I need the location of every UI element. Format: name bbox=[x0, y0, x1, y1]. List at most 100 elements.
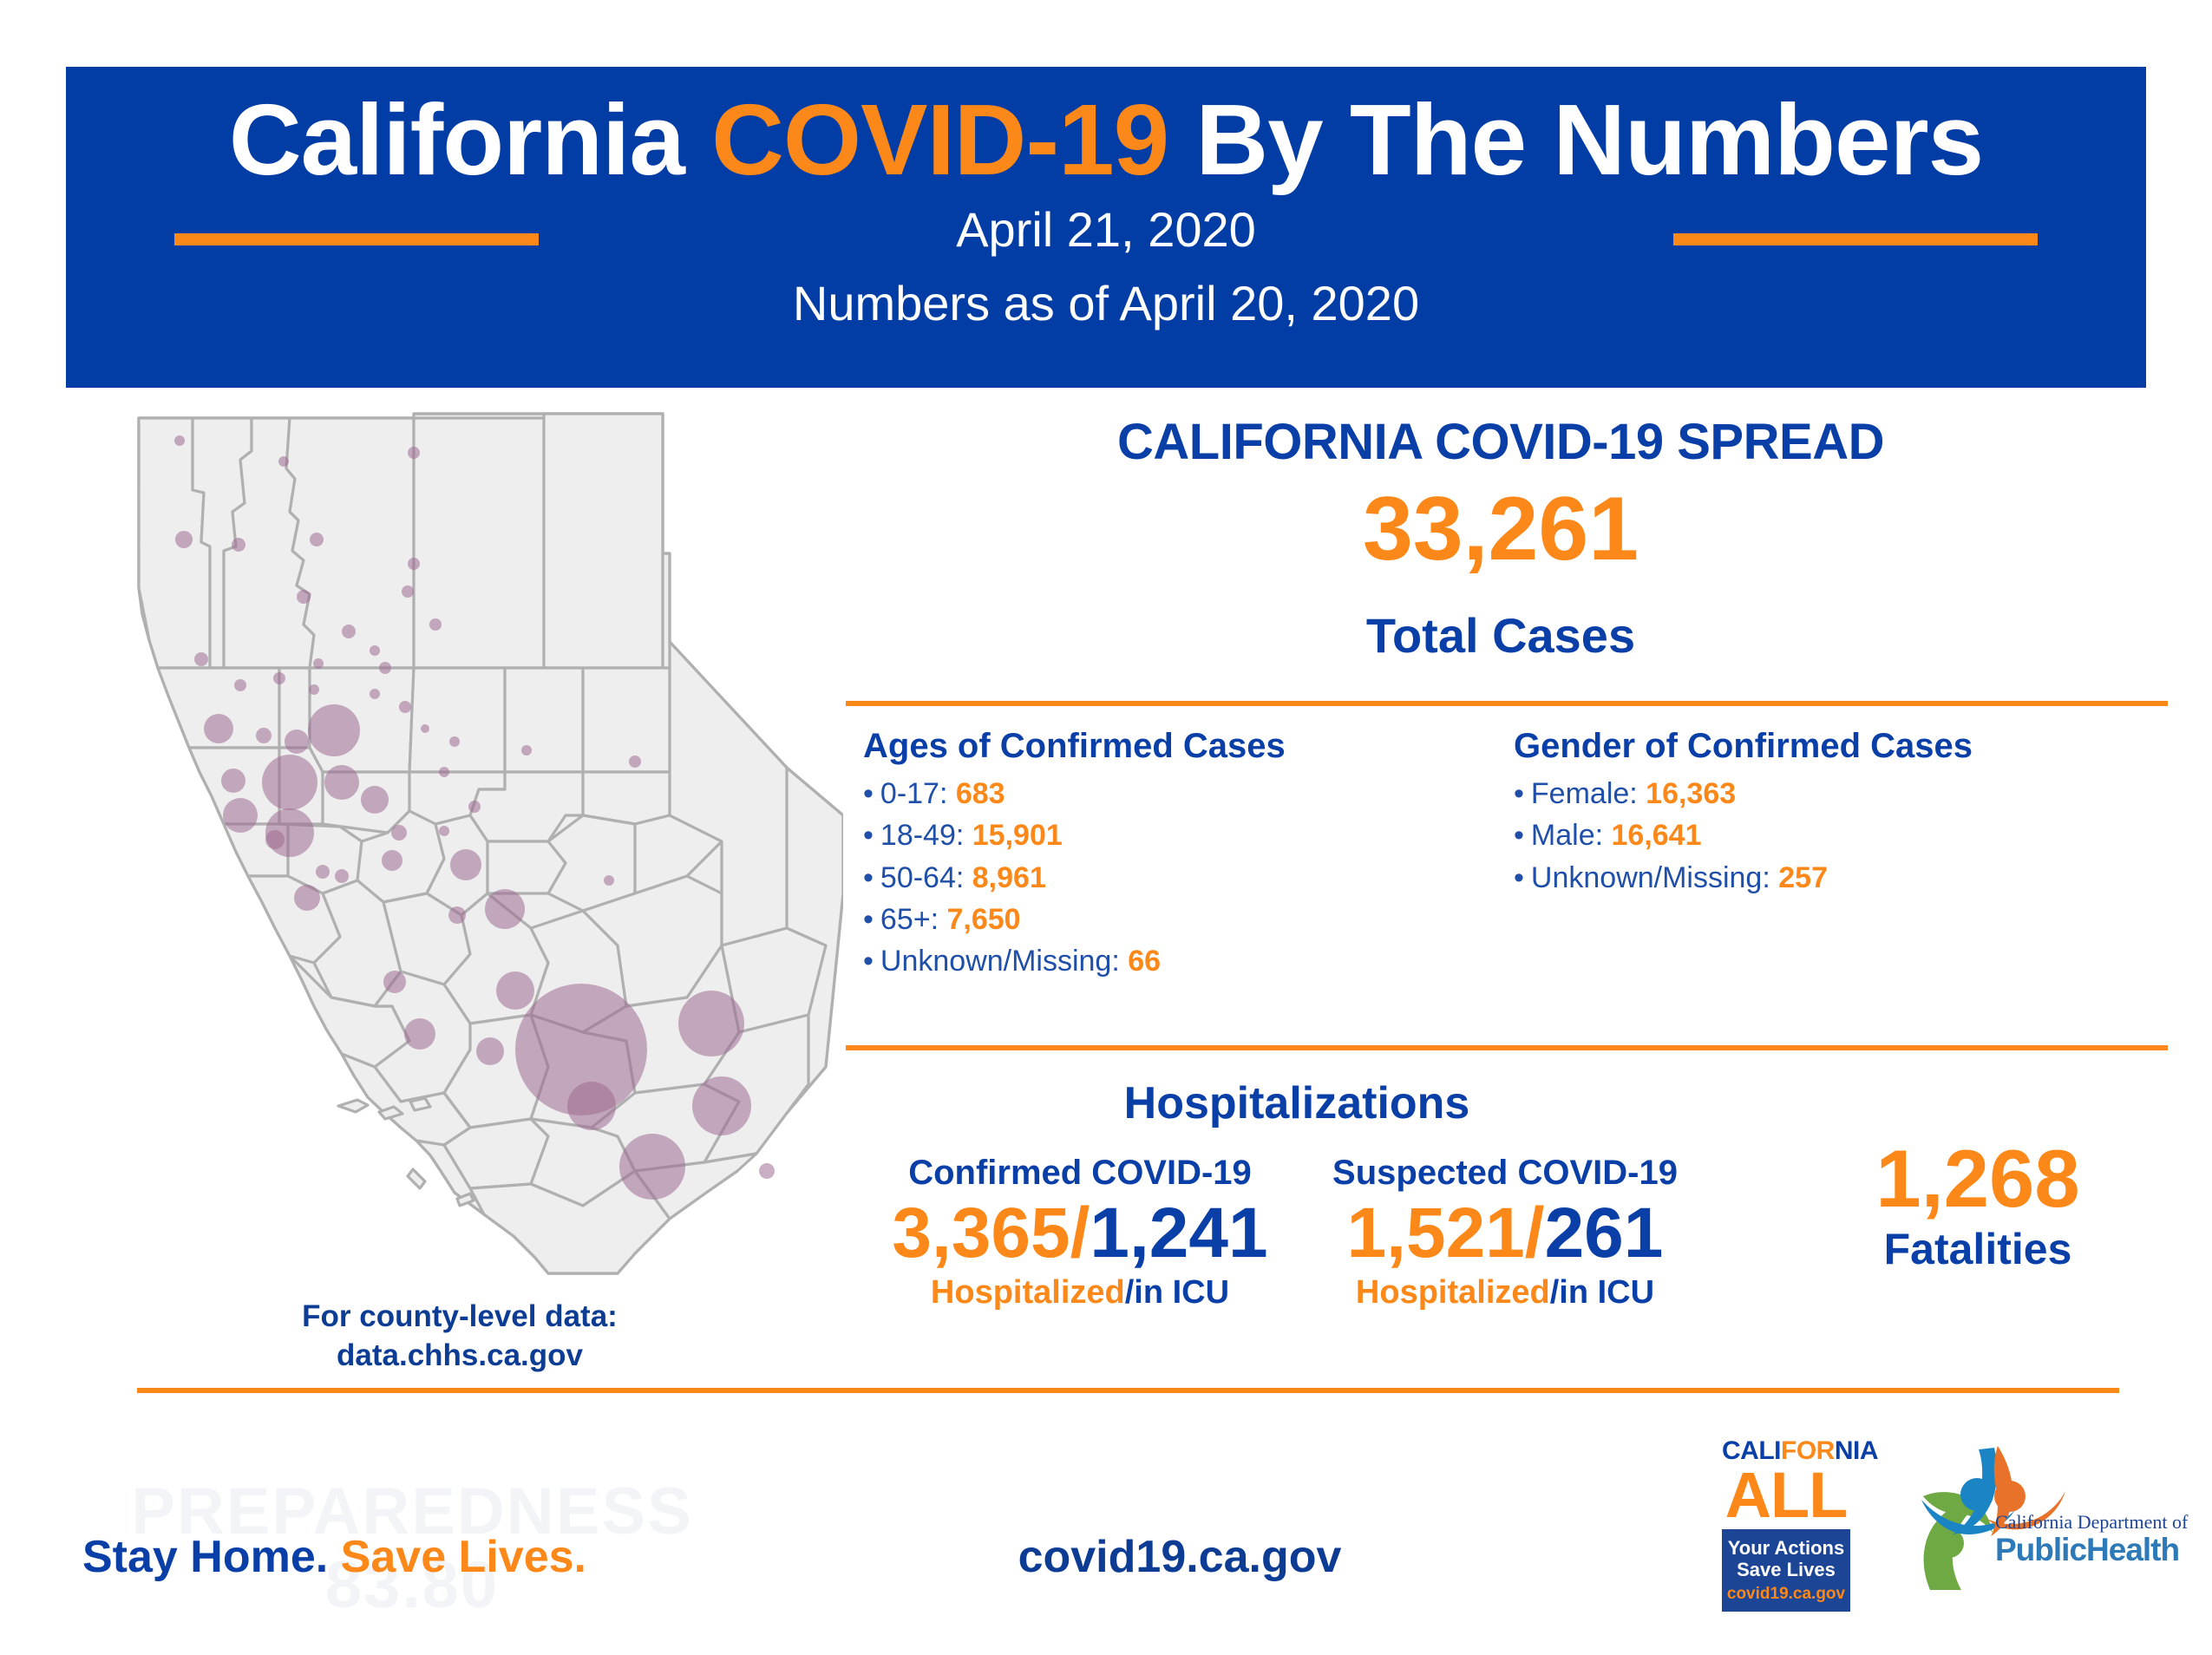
footer-url[interactable]: covid19.ca.gov bbox=[1018, 1532, 1342, 1582]
title-part-2: By The Numbers bbox=[1168, 83, 1984, 196]
county-case-bubble bbox=[223, 798, 258, 833]
hosp-suspected-hospitalized: 1,521 bbox=[1346, 1194, 1525, 1272]
hosp-suspected-sub-hospitalized: Hospitalized bbox=[1355, 1274, 1550, 1312]
list-item-value: 16,641 bbox=[1611, 819, 1702, 853]
list-item-label: 50-64: bbox=[880, 860, 972, 894]
list-item-value: 15,901 bbox=[972, 819, 1063, 853]
county-case-bubble bbox=[448, 906, 466, 924]
divider-rule-bottom bbox=[137, 1388, 2119, 1393]
hosp-confirmed-numbers: 3,365/1,241 bbox=[876, 1194, 1284, 1272]
gender-breakdown: Gender of Confirmed Cases • Female: 16,36… bbox=[1514, 727, 2173, 899]
county-case-bubble bbox=[309, 684, 319, 695]
hospitalizations-title: Hospitalizations bbox=[1123, 1078, 1470, 1128]
county-case-bubble bbox=[439, 826, 449, 836]
county-case-bubble bbox=[429, 618, 442, 631]
hosp-confirmed-sub-separator: / bbox=[1124, 1274, 1135, 1312]
hosp-suspected-separator: / bbox=[1524, 1194, 1545, 1272]
cdph-logo-mark bbox=[1921, 1446, 2065, 1590]
california-case-map bbox=[62, 408, 843, 1284]
county-case-bubble bbox=[278, 456, 289, 467]
list-item-label: Unknown/Missing: bbox=[880, 945, 1129, 978]
ca-all-tagline-url: covid19.ca.gov bbox=[1726, 1584, 1846, 1603]
fatalities-block: 1,268 Fatalities bbox=[1787, 1135, 2169, 1274]
county-case-bubble bbox=[324, 765, 359, 800]
divider-rule-middle bbox=[846, 1045, 2168, 1050]
title-part-1: California bbox=[228, 83, 712, 196]
ages-breakdown: Ages of Confirmed Cases • 0-17: 683 • 18-49… bbox=[863, 727, 1470, 982]
county-case-bubble bbox=[399, 701, 411, 713]
total-cases-value: 33,261 bbox=[1362, 479, 1639, 579]
hosp-suspected-sublabel: Hospitalized/in ICU bbox=[1301, 1274, 1709, 1312]
title-highlight: COVID-19 bbox=[711, 83, 1169, 196]
list-item: • Male: 16,641 bbox=[1514, 814, 2173, 856]
list-item: • Unknown/Missing: 257 bbox=[1514, 857, 2173, 899]
gender-list: • Female: 16,363 • Male: 16,641 • Unknown/Mis… bbox=[1514, 773, 2173, 899]
hosp-confirmed-sublabel: Hospitalized/in ICU bbox=[876, 1274, 1284, 1312]
slogan-stay-home: Stay Home. bbox=[82, 1532, 329, 1582]
county-case-bubble bbox=[379, 662, 391, 674]
county-case-bubble bbox=[468, 801, 481, 813]
county-case-bubble bbox=[759, 1163, 775, 1179]
list-item-value: 7,650 bbox=[946, 902, 1021, 936]
list-item-label: 0-17: bbox=[880, 777, 956, 810]
county-case-bubble bbox=[294, 885, 320, 911]
list-item: • 18-49: 15,901 bbox=[863, 814, 1470, 856]
county-case-bubble bbox=[234, 679, 246, 691]
county-case-bubble bbox=[308, 704, 360, 756]
cdph-line1: California Department of bbox=[1995, 1511, 2189, 1533]
ca-all-tagline-line1: Your Actions bbox=[1727, 1537, 1845, 1560]
county-case-bubble bbox=[370, 645, 380, 656]
county-case-bubble bbox=[204, 714, 233, 743]
cdph-orange-head bbox=[1994, 1481, 2025, 1512]
header-date: April 21, 2020 bbox=[956, 202, 1256, 257]
county-case-bubble bbox=[285, 729, 309, 754]
hosp-suspected-sub-separator: / bbox=[1549, 1274, 1560, 1312]
county-data-note: For county-level data: data.chhs.ca.gov bbox=[156, 1298, 763, 1376]
county-case-bubble bbox=[476, 1037, 504, 1065]
county-data-note-line1: For county-level data: bbox=[302, 1299, 618, 1333]
county-case-bubble bbox=[262, 755, 317, 810]
hosp-confirmed-icu: 1,241 bbox=[1090, 1194, 1268, 1272]
california-all-logo: CALIFORNIA ALL Your Actions Save Lives c… bbox=[1722, 1436, 1879, 1612]
header-subdate: Numbers as of April 20, 2020 bbox=[792, 276, 1420, 330]
county-case-bubble bbox=[174, 435, 185, 446]
hosp-confirmed-sub-icu: in ICU bbox=[1134, 1274, 1230, 1312]
ca-all-tagline-line2: Save Lives bbox=[1737, 1559, 1836, 1581]
ca-all-for: FOR bbox=[1781, 1436, 1835, 1465]
cdph-blue-arm bbox=[1921, 1500, 2015, 1534]
county-outlines bbox=[137, 412, 843, 1275]
cdph-line2: PublicHealth bbox=[1995, 1532, 2180, 1567]
ages-list: • 0-17: 683 • 18-49: 15,901 • 50-64: 8,961 • 65… bbox=[863, 773, 1470, 982]
bullet-icon: • bbox=[1514, 777, 1524, 810]
list-item: • Female: 16,363 bbox=[1514, 773, 2173, 814]
county-case-bubble bbox=[335, 869, 349, 883]
county-case-bubble bbox=[450, 849, 481, 880]
header-rule-right bbox=[1673, 233, 2038, 245]
hosp-suspected-label: Suspected COVID-19 bbox=[1332, 1154, 1678, 1192]
hospitalizations-suspected: Suspected COVID-19 1,521/261 Hospitalize… bbox=[1301, 1154, 1709, 1312]
total-cases-label: Total Cases bbox=[1365, 608, 1636, 663]
bullet-icon: • bbox=[863, 819, 874, 853]
county-case-bubble bbox=[485, 889, 525, 929]
hosp-suspected-numbers: 1,521/261 bbox=[1301, 1194, 1709, 1272]
bullet-icon: • bbox=[863, 902, 874, 936]
county-case-bubble bbox=[629, 756, 641, 768]
cdph-blue-head bbox=[1960, 1478, 1993, 1511]
list-item-value: 257 bbox=[1778, 860, 1828, 894]
cdph-green-arm bbox=[1923, 1492, 1993, 1533]
county-case-bubble bbox=[567, 1082, 616, 1130]
county-case-bubble bbox=[391, 825, 407, 841]
bullet-icon: • bbox=[1514, 860, 1524, 894]
county-case-bubble bbox=[402, 585, 414, 598]
cdph-orange-arm bbox=[1987, 1491, 2065, 1530]
county-case-bubble bbox=[273, 672, 285, 684]
county-case-bubble bbox=[316, 865, 330, 879]
county-case-bubble bbox=[449, 736, 460, 747]
county-case-bubble bbox=[313, 658, 324, 669]
county-case-bubble bbox=[265, 830, 285, 849]
list-item-label: 18-49: bbox=[880, 819, 972, 853]
slogan-save-lives: Save Lives. bbox=[328, 1532, 586, 1582]
county-case-bubble bbox=[361, 786, 389, 814]
cdph-green-head bbox=[1934, 1528, 1964, 1558]
county-case-bubble bbox=[421, 724, 429, 733]
